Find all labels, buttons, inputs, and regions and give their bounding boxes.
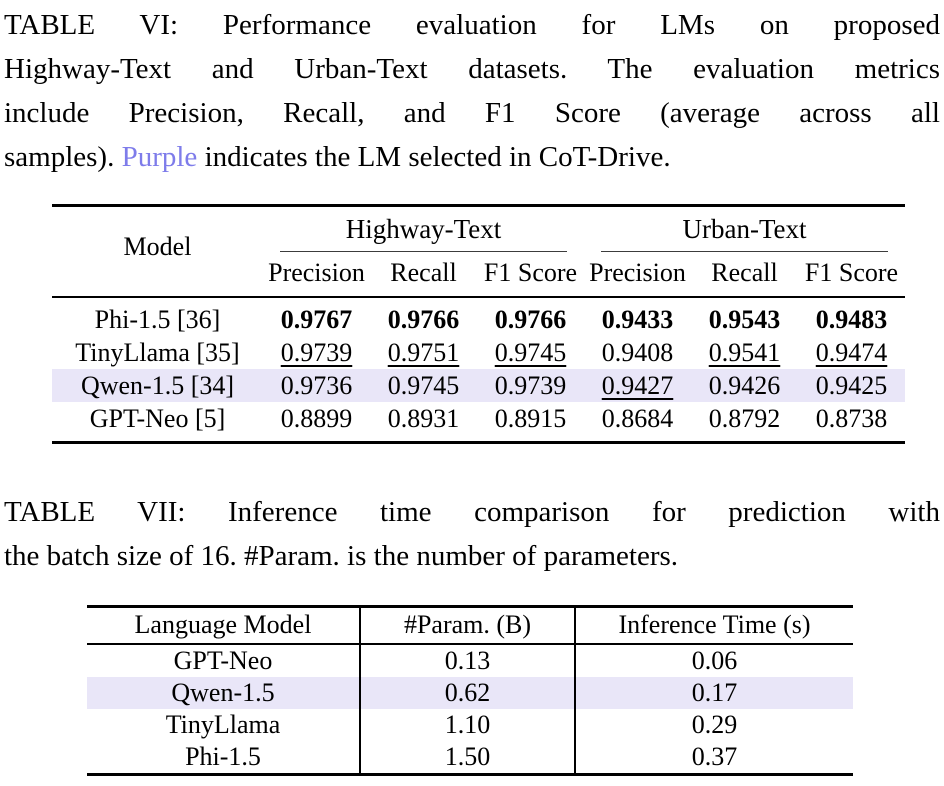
metric-cell: 0.8792 <box>708 404 781 433</box>
table-vi-row-tinyllama: TinyLlama [35] 0.9739 0.9751 0.9745 0.94… <box>52 336 905 369</box>
table-vii-caption: TABLE VII: Inference time comparison for… <box>0 490 944 578</box>
metric-cell: 0.9425 <box>815 371 888 400</box>
table-vii-inference-time: Language Model #Param. (B) Inference Tim… <box>87 605 853 776</box>
caption-line: include Precision, Recall, and F1 Score … <box>4 97 940 129</box>
metric-cell: 0.9408 <box>601 338 674 367</box>
metric-cell: 0.9766 <box>494 305 567 334</box>
column-header-params: #Param. (B) <box>359 606 575 645</box>
table-vi-caption: TABLE VI: Performance evaluation for LMs… <box>0 0 944 179</box>
table-vi-performance: Model Highway-Text Urban-Text Precision … <box>52 204 906 444</box>
metric-cell: 0.8931 <box>387 404 460 433</box>
table-vii-header: Language Model #Param. (B) Inference Tim… <box>87 606 853 645</box>
caption-text: indicates the LM selected in CoT-Drive. <box>197 141 671 173</box>
time-cell: 0.17 <box>574 677 853 709</box>
model-cell: GPT-Neo <box>173 646 273 675</box>
metric-cell: 0.9736 <box>280 371 353 400</box>
column-header-precision: Precision <box>263 252 370 298</box>
metric-cell: 0.9483 <box>815 305 888 334</box>
column-header-f1: F1 Score <box>477 252 584 298</box>
table-vi-row-qwen: Qwen-1.5 [34] 0.9736 0.9745 0.9739 0.942… <box>52 369 906 402</box>
metric-cell: 0.9739 <box>280 338 353 367</box>
column-header-precision: Precision <box>584 252 691 298</box>
table-vii-row-phi: Phi-1.5 1.50 0.37 <box>87 741 853 775</box>
model-cell: Qwen-1.5 [34] <box>80 371 235 400</box>
metric-cell: 0.9745 <box>494 338 567 367</box>
metric-cell: 0.9766 <box>387 305 460 334</box>
metric-cell: 0.9739 <box>494 371 567 400</box>
table-vi-subheader-row: Precision Recall F1 Score Precision Reca… <box>52 252 906 298</box>
metric-cell: 0.9427 <box>601 371 674 400</box>
table-vii-header-row: Language Model #Param. (B) Inference Tim… <box>87 606 853 645</box>
metric-cell: 0.9541 <box>708 338 781 367</box>
time-cell: 0.37 <box>574 741 853 775</box>
table-vii-body: GPT-Neo 0.13 0.06 Qwen-1.5 0.62 0.17 Tin… <box>87 644 853 775</box>
cmidrule <box>601 251 889 252</box>
time-cell: 0.06 <box>574 644 853 677</box>
metric-cell: 0.8899 <box>280 404 353 433</box>
table-vi-group-urban: Urban-Text <box>584 206 905 252</box>
column-header-f1: F1 Score <box>798 252 906 298</box>
param-cell: 1.10 <box>359 709 575 741</box>
table-vi-header-model: Model <box>52 205 263 298</box>
model-cell: Phi-1.5 <box>185 742 261 771</box>
caption-line: Highway-Text and Urban-Text datasets. Th… <box>4 53 940 85</box>
group-label: Highway-Text <box>345 214 502 244</box>
table-vi-header: Model Highway-Text Urban-Text Precision … <box>52 205 906 298</box>
param-cell: 0.13 <box>359 644 575 677</box>
purple-keyword: Purple <box>121 141 198 173</box>
caption-text: samples). <box>4 141 122 173</box>
caption-line: TABLE VI: Performance evaluation for LMs… <box>4 9 940 41</box>
column-header-recall: Recall <box>691 252 798 298</box>
model-cell: TinyLlama <box>165 710 281 739</box>
table-vii-row-tinyllama: TinyLlama 1.10 0.29 <box>87 709 853 741</box>
metric-cell: 0.9426 <box>708 371 781 400</box>
table-vi-body: Phi-1.5 [36] 0.9767 0.9766 0.9766 0.9433… <box>52 297 906 443</box>
metric-cell: 0.9767 <box>280 305 353 334</box>
column-header-language-model: Language Model <box>87 606 360 645</box>
param-cell: 0.62 <box>359 677 575 709</box>
table-vii-row-qwen: Qwen-1.5 0.62 0.17 <box>87 677 853 709</box>
column-header-inference-time: Inference Time (s) <box>574 606 853 645</box>
table-vi-group-row: Model Highway-Text Urban-Text <box>52 205 905 298</box>
table-vii-row-gptneo: GPT-Neo 0.13 0.06 <box>87 644 853 677</box>
model-cell: TinyLlama [35] <box>75 338 240 367</box>
caption-last-line: the batch size of 16. #Param. is the num… <box>4 540 679 572</box>
time-cell: 0.29 <box>574 709 853 741</box>
caption-line: TABLE VII: Inference time comparison for… <box>4 496 940 528</box>
metric-cell: 0.9433 <box>601 305 674 334</box>
table-vi-group-highway: Highway-Text <box>263 206 584 252</box>
column-header-recall: Recall <box>370 252 477 298</box>
metric-cell: 0.8684 <box>601 404 674 433</box>
table-vi-row-phi: Phi-1.5 [36] 0.9767 0.9766 0.9766 0.9433… <box>52 297 905 336</box>
metric-cell: 0.8738 <box>815 404 888 433</box>
model-cell: Qwen-1.5 <box>171 678 275 707</box>
group-label: Urban-Text <box>682 214 807 244</box>
table-vi-row-gptneo: GPT-Neo [5] 0.8899 0.8931 0.8915 0.8684 … <box>52 402 905 443</box>
metric-cell: 0.9543 <box>708 305 781 334</box>
metric-cell: 0.9474 <box>815 338 888 367</box>
caption-last-line: samples). Purple indicates the LM select… <box>4 135 940 179</box>
model-cell: GPT-Neo [5] <box>89 404 226 433</box>
model-cell: Phi-1.5 [36] <box>94 305 221 334</box>
metric-cell: 0.8915 <box>494 404 567 433</box>
metric-cell: 0.9745 <box>387 371 460 400</box>
param-cell: 1.50 <box>359 741 575 775</box>
cmidrule <box>280 251 567 252</box>
metric-cell: 0.9751 <box>387 338 460 367</box>
